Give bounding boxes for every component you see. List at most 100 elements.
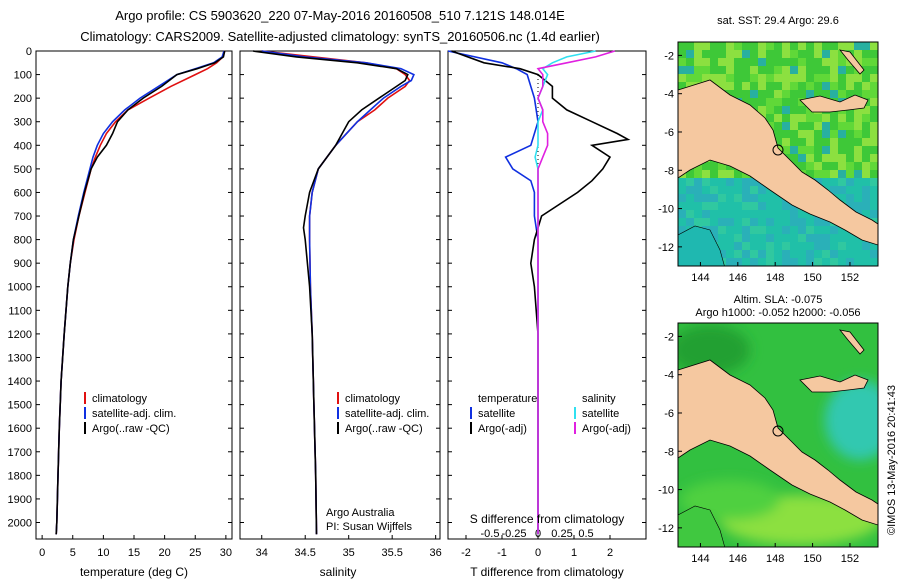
sst-cell xyxy=(870,162,878,170)
depth-tick-label: 1100 xyxy=(8,305,32,317)
sst-cell xyxy=(782,58,790,66)
sst-cell xyxy=(822,218,830,226)
sst-cell xyxy=(822,50,830,58)
sst-cell xyxy=(870,114,878,122)
sst-cell xyxy=(734,250,742,258)
sst-cell xyxy=(718,234,726,242)
depth-tick-label: 200 xyxy=(14,93,32,105)
sst-cell xyxy=(734,50,742,58)
sst-cell xyxy=(734,226,742,234)
sst-cell xyxy=(734,194,742,202)
sst-cell xyxy=(846,90,854,98)
sst-cell xyxy=(750,258,758,266)
sst-cell xyxy=(822,82,830,90)
sst-cell xyxy=(806,242,814,250)
temperature-xlabel: temperature (deg C) xyxy=(80,565,188,579)
sst-cell xyxy=(830,186,838,194)
sst-cell xyxy=(742,82,750,90)
sst-cell xyxy=(806,138,814,146)
sst-cell xyxy=(694,50,702,58)
sst-cell xyxy=(774,218,782,226)
sst-cell xyxy=(830,114,838,122)
lat-tick-label: -4 xyxy=(664,370,674,382)
sst-cell xyxy=(798,242,806,250)
sst-cell xyxy=(830,154,838,162)
sst-cell xyxy=(822,178,830,186)
sst-map-title: sat. SST: 29.4 Argo: 29.6 xyxy=(717,15,839,27)
sst-cell xyxy=(758,58,766,66)
depth-tick-label: 1300 xyxy=(8,352,32,364)
sst-cell xyxy=(718,50,726,58)
sst-cell xyxy=(750,234,758,242)
sst-cell xyxy=(862,170,870,178)
x-tick-label: 34.5 xyxy=(295,547,316,559)
sst-cell xyxy=(782,250,790,258)
sst-cell xyxy=(782,258,790,266)
sst-cell xyxy=(726,258,734,266)
lon-tick-label: 150 xyxy=(803,553,821,565)
sst-cell xyxy=(734,218,742,226)
sst-cell xyxy=(854,258,862,266)
sst-cell xyxy=(846,178,854,186)
sst-cell xyxy=(814,74,822,82)
sst-cell xyxy=(742,226,750,234)
land-new-guinea xyxy=(678,79,878,246)
sst-cell xyxy=(766,50,774,58)
sst-cell xyxy=(870,122,878,130)
sst-cell xyxy=(862,146,870,154)
sst-cell xyxy=(870,146,878,154)
sst-cell xyxy=(854,114,862,122)
legend-label-satellite: satellite-adj. clim. xyxy=(345,408,429,420)
sst-cell xyxy=(806,122,814,130)
sst-cell xyxy=(806,154,814,162)
sst-cell xyxy=(686,74,694,82)
sst-cell xyxy=(798,154,806,162)
depth-tick-label: 100 xyxy=(14,70,32,82)
sst-cell xyxy=(734,58,742,66)
sst-cell xyxy=(862,50,870,58)
sst-cell xyxy=(806,250,814,258)
sst-cell xyxy=(734,210,742,218)
depth-tick-label: 700 xyxy=(14,211,32,223)
sst-cell xyxy=(734,74,742,82)
sst-cell xyxy=(830,66,838,74)
sst-cell xyxy=(750,242,758,250)
sst-cell xyxy=(814,130,822,138)
sst-cell xyxy=(718,74,726,82)
lat-tick-label: -6 xyxy=(664,408,674,420)
sst-cell xyxy=(798,146,806,154)
sst-cell xyxy=(678,186,686,194)
sst-cell xyxy=(830,50,838,58)
sst-cell xyxy=(798,58,806,66)
sst-cell xyxy=(782,66,790,74)
sst-cell xyxy=(862,202,870,210)
sst-cell xyxy=(782,90,790,98)
depth-tick-label: 1600 xyxy=(8,423,32,435)
sst-cell xyxy=(710,218,718,226)
series-argo-raw-qc- xyxy=(252,50,409,535)
x-tick-label: 5 xyxy=(70,547,76,559)
sst-cell xyxy=(726,226,734,234)
sst-cell xyxy=(774,90,782,98)
sst-cell xyxy=(830,122,838,130)
x-tick-label: 30 xyxy=(220,547,232,559)
sst-cell xyxy=(782,106,790,114)
sst-cell xyxy=(766,234,774,242)
sst-cell xyxy=(702,170,710,178)
sst-cell xyxy=(806,58,814,66)
sst-cell xyxy=(702,66,710,74)
depth-tick-label: 1000 xyxy=(8,282,32,294)
x-tick-label: 1 xyxy=(571,547,577,559)
sst-cell xyxy=(734,234,742,242)
sst-cell xyxy=(862,154,870,162)
sst-cell xyxy=(702,210,710,218)
sst-cell xyxy=(718,82,726,90)
sst-cell xyxy=(862,114,870,122)
sst-cell xyxy=(790,130,798,138)
series-t-argo-adj- xyxy=(451,50,631,535)
sst-cell xyxy=(694,218,702,226)
sst-cell xyxy=(782,242,790,250)
sst-cell xyxy=(830,242,838,250)
sst-cell xyxy=(774,50,782,58)
sst-cell xyxy=(830,226,838,234)
